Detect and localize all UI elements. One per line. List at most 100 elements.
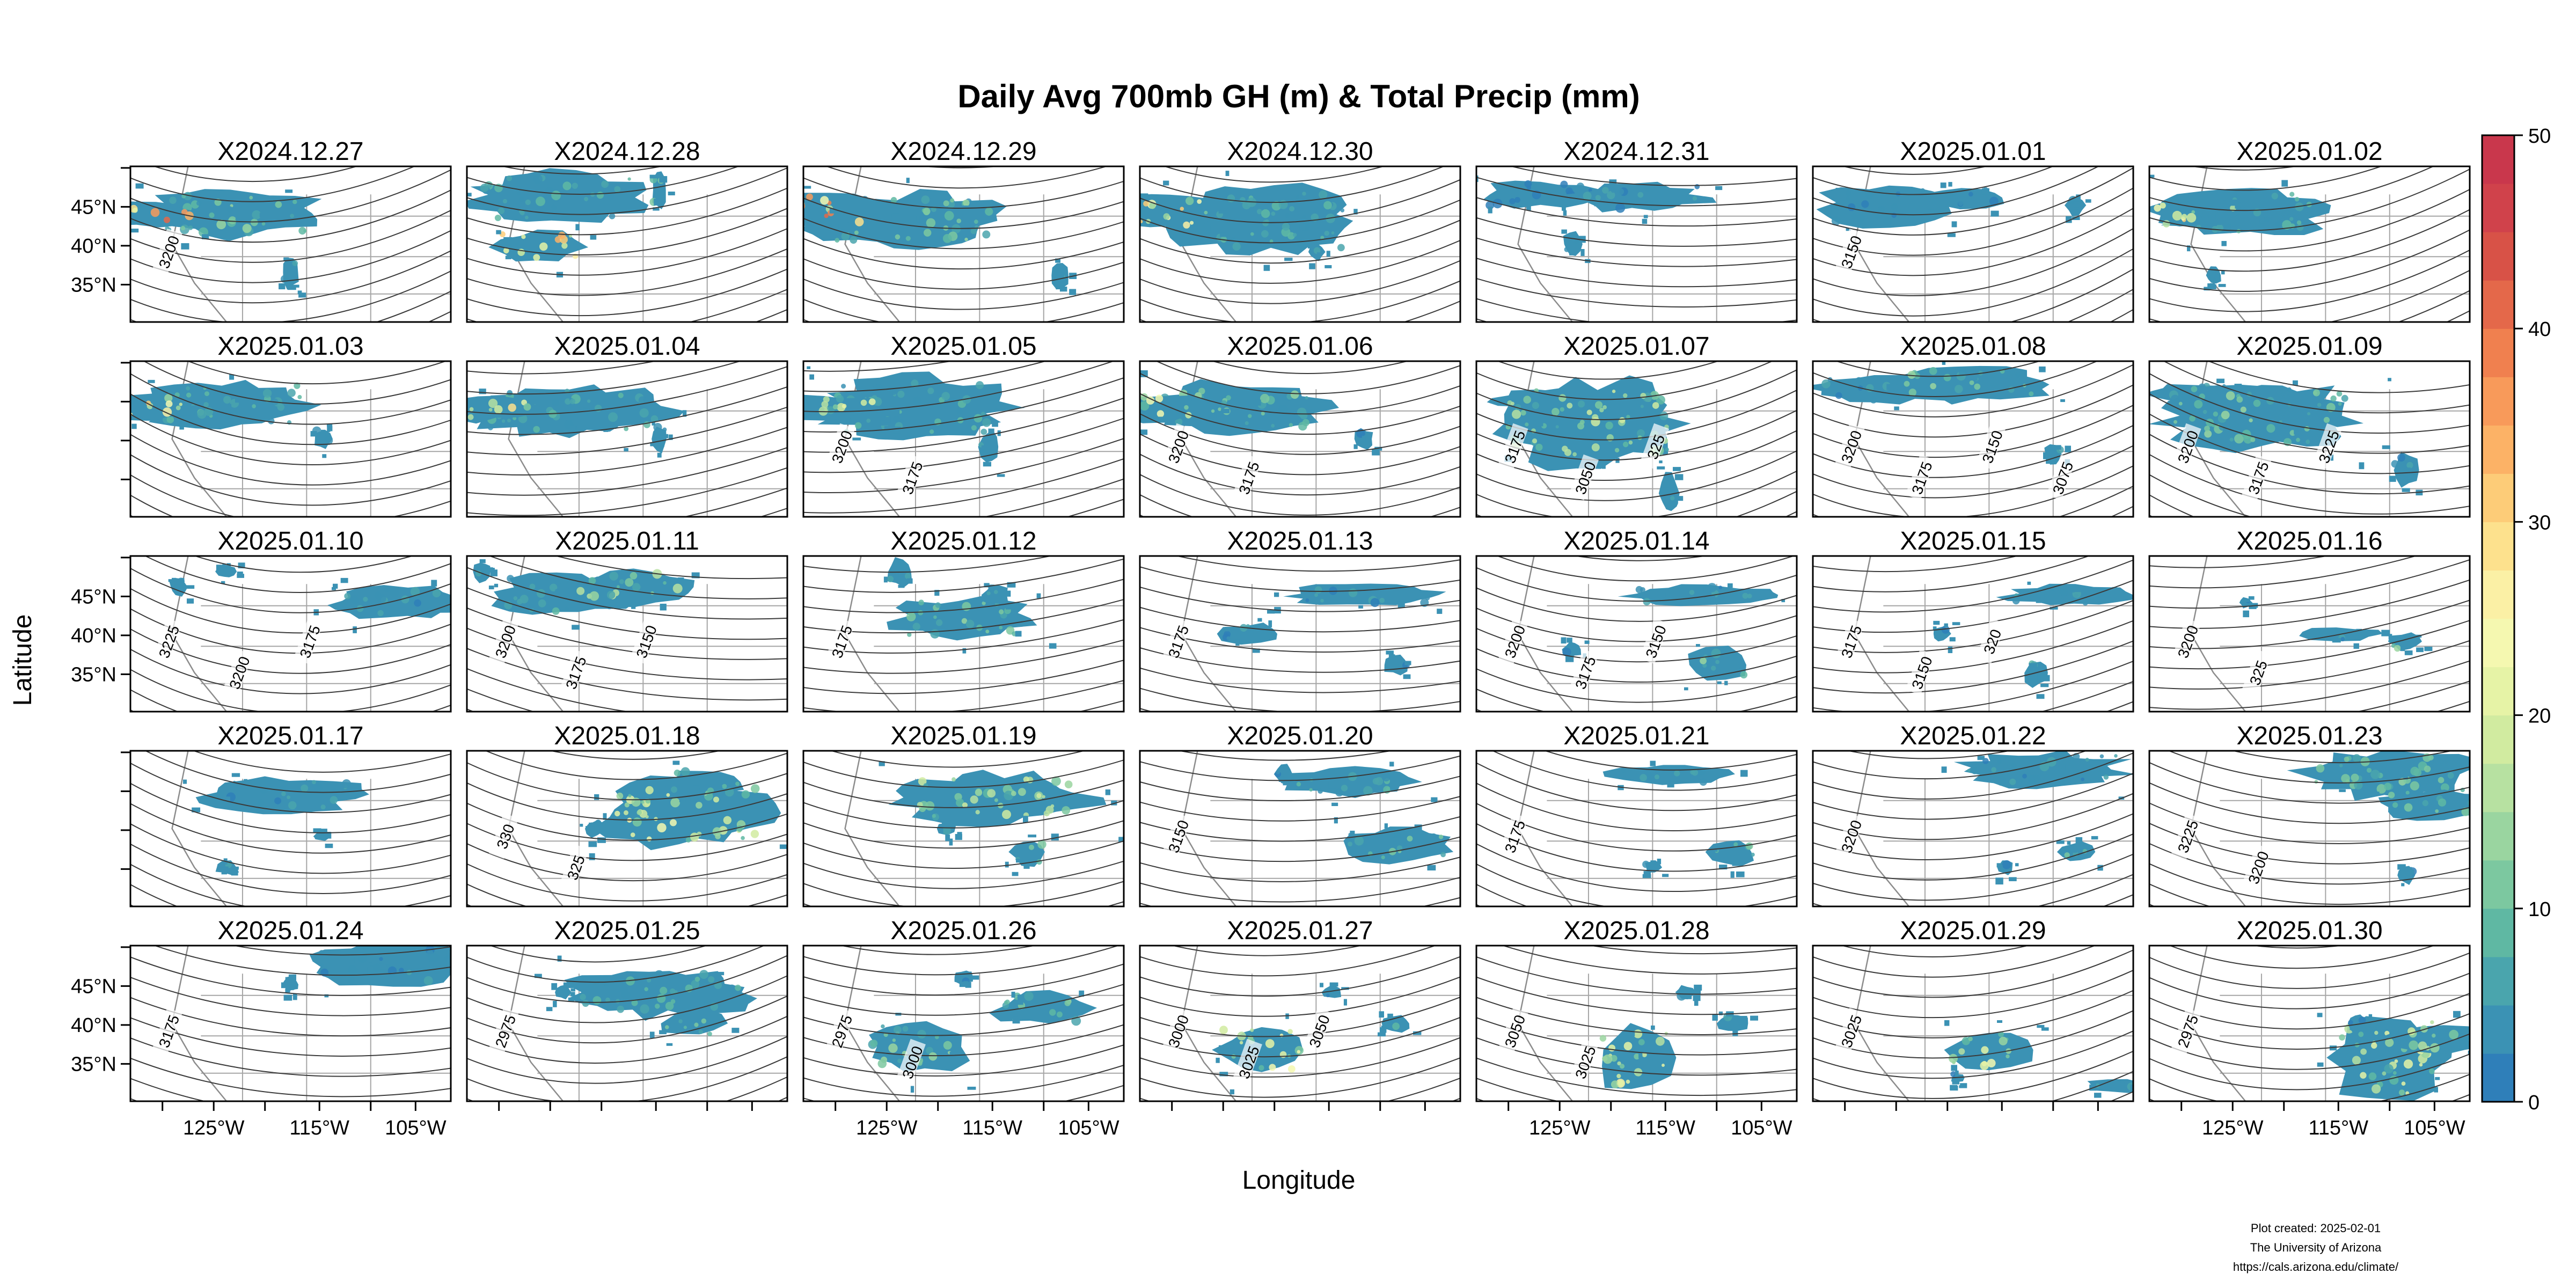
precip-speck <box>1857 193 1862 199</box>
precip-cell <box>2472 800 2476 803</box>
precip-speck <box>1257 618 1262 622</box>
precip-cell <box>614 810 620 817</box>
precip-cell <box>680 767 690 777</box>
precip-speck <box>1584 640 1590 644</box>
precip-cell <box>1381 855 1385 860</box>
contour-line <box>803 361 954 372</box>
precip-speck <box>1713 844 1718 852</box>
x-tick-label: 115°W <box>2308 1117 2368 1139</box>
precip-speck <box>2359 462 2365 470</box>
precip-cell <box>2432 1034 2436 1038</box>
contour-line <box>1501 946 1797 975</box>
y-tick-label: 45°N <box>71 586 116 608</box>
precip-cell <box>521 235 526 239</box>
panel-background <box>803 166 1124 322</box>
precip-cell <box>1642 1052 1647 1057</box>
precip-cell <box>132 207 138 213</box>
precip-speck <box>148 379 155 383</box>
panel-date-label: X2024.12.27 <box>217 137 363 166</box>
precip-speck <box>2350 1026 2355 1030</box>
precip-speck <box>2397 792 2404 799</box>
precip-speck <box>1386 650 1394 655</box>
precip-speck <box>1140 370 1148 377</box>
precip-cell <box>181 209 188 216</box>
precip-cell <box>260 785 268 794</box>
precip-speck <box>1023 865 1030 869</box>
precip-cell <box>665 1001 674 1011</box>
contour-label-bg <box>2312 423 2343 470</box>
precip-cell <box>2420 1025 2428 1033</box>
precip-speck <box>1710 595 1716 602</box>
precip-cell <box>1626 1079 1630 1084</box>
precip-speck <box>221 581 225 584</box>
precip-cell <box>2422 800 2428 807</box>
precip-cell <box>2229 437 2234 442</box>
precip-cell <box>1265 1039 1275 1048</box>
precip-cell <box>558 231 566 239</box>
precip-cell <box>2304 426 2310 431</box>
precip-cell <box>494 215 501 221</box>
precip-cell <box>1746 842 1753 850</box>
precip-cell <box>894 1026 902 1034</box>
precip-speck <box>1218 210 1227 214</box>
precip-speck <box>1005 605 1014 610</box>
precip-speck <box>1567 638 1572 643</box>
precip-cell <box>1276 770 1280 774</box>
precip-speck <box>244 779 247 784</box>
panel-date-label: X2025.01.16 <box>2236 527 2382 555</box>
precip-cell <box>565 398 571 405</box>
contour-line <box>1813 166 2054 195</box>
precip-cell <box>2397 453 2405 462</box>
precip-speck <box>2039 366 2046 372</box>
colorbar-segment <box>2482 763 2514 813</box>
precip-cell <box>1555 425 1559 429</box>
panel-background <box>1140 556 1460 712</box>
precip-cell <box>1612 390 1616 393</box>
gh-contours <box>1140 361 1460 517</box>
precip-cell <box>2352 754 2361 763</box>
precip-speck <box>2130 1084 2133 1091</box>
precip-cell <box>1617 1080 1624 1087</box>
precip-cell <box>632 817 642 827</box>
contour-line <box>1140 667 1460 693</box>
precip-cell <box>855 422 862 429</box>
precip-cell <box>320 963 325 968</box>
precip-cell <box>2103 774 2109 780</box>
contour-line <box>2250 946 2345 949</box>
precip-speck <box>1413 1031 1422 1035</box>
precip-cell <box>1064 1000 1071 1006</box>
contour-line <box>1813 167 2133 236</box>
precip-cell <box>1438 835 1444 839</box>
precip-cell <box>1296 239 1305 248</box>
contour-line <box>1813 166 2100 216</box>
precip-cell <box>631 797 641 807</box>
precip-cell <box>1634 1053 1640 1060</box>
precip-cell <box>924 229 932 237</box>
precip-cell <box>183 192 192 201</box>
contour-line <box>1211 361 1410 374</box>
panel-date-label: X2025.01.13 <box>1227 527 1373 555</box>
x-tick-label: 115°W <box>962 1117 1022 1139</box>
precip-cell <box>1967 769 1971 772</box>
contour-line <box>1476 177 1797 207</box>
precip-cell <box>2438 777 2445 784</box>
contour-line <box>467 467 787 516</box>
precip-speck <box>1175 216 1184 221</box>
precip-cell <box>1231 237 1235 240</box>
precip-cell <box>975 789 983 796</box>
colorbar-segment <box>2482 473 2514 522</box>
contour-line <box>130 1057 451 1097</box>
precip-speck <box>2076 194 2081 200</box>
precip-cell <box>569 398 576 405</box>
precip-speck <box>1997 1020 2002 1023</box>
gh-contours <box>1140 166 1460 322</box>
precip-cell <box>1623 393 1628 398</box>
contour-line <box>1140 775 1460 802</box>
precip-cell <box>2234 434 2244 444</box>
precip-cell <box>2418 1041 2427 1051</box>
precip-speck <box>565 983 574 989</box>
precip-cell <box>918 610 924 616</box>
